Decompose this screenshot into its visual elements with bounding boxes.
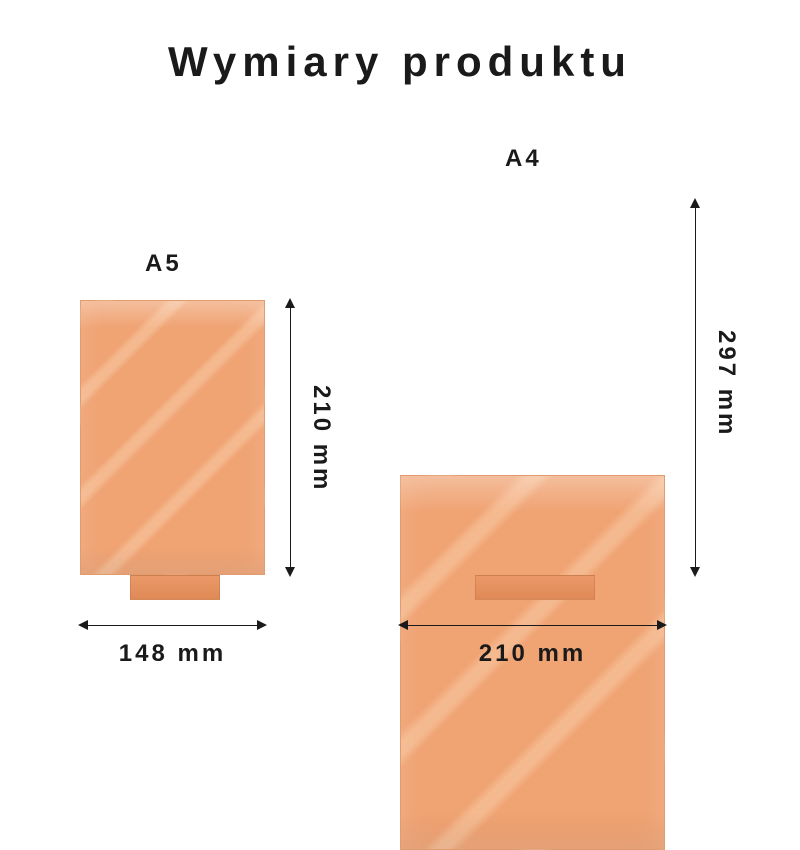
- a4-height-label: 297 mm: [712, 330, 740, 437]
- page-title: Wymiary produktu: [0, 38, 800, 86]
- a5-size-label: A5: [145, 250, 182, 278]
- a5-width-label: 148 mm: [80, 640, 265, 668]
- a4-height-arrow-bottom: [690, 567, 700, 577]
- a4-height-line: [695, 200, 696, 575]
- a4-width-line: [400, 625, 665, 626]
- a5-panel: [80, 300, 265, 575]
- a4-width-arrow-right: [657, 620, 667, 630]
- a5-width-arrow-right: [257, 620, 267, 630]
- a5-height-label: 210 mm: [307, 385, 335, 492]
- a5-height-line: [290, 300, 291, 575]
- a5-height-arrow-bottom: [285, 567, 295, 577]
- a4-width-arrow-left: [398, 620, 408, 630]
- a4-width-label: 210 mm: [400, 640, 665, 668]
- a4-stand: [475, 575, 595, 600]
- a5-stand: [130, 575, 220, 600]
- a5-width-line: [80, 625, 265, 626]
- a5-width-arrow-left: [78, 620, 88, 630]
- a4-size-label: A4: [505, 145, 542, 173]
- a4-height-arrow-top: [690, 198, 700, 208]
- a5-height-arrow-top: [285, 298, 295, 308]
